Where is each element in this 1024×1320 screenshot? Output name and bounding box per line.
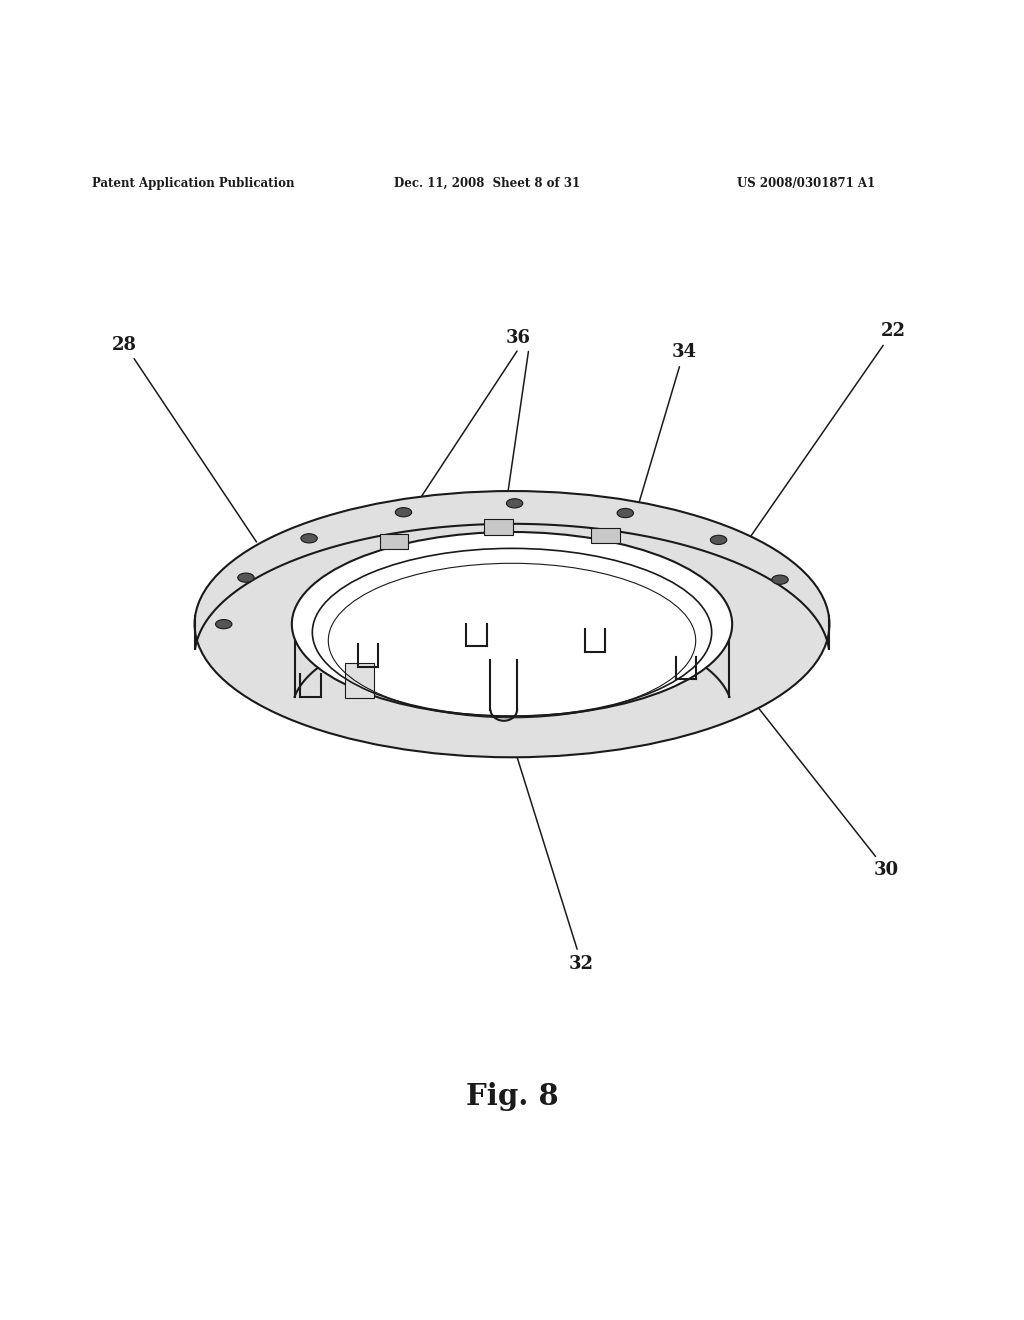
Ellipse shape [395, 508, 412, 517]
Ellipse shape [772, 576, 788, 585]
Text: US 2008/0301871 A1: US 2008/0301871 A1 [737, 177, 876, 190]
FancyBboxPatch shape [345, 663, 374, 698]
Text: 34: 34 [622, 343, 696, 556]
Ellipse shape [617, 508, 634, 517]
Text: Fig. 8: Fig. 8 [466, 1082, 558, 1111]
Text: 36: 36 [506, 330, 531, 347]
Ellipse shape [216, 619, 232, 628]
Ellipse shape [238, 573, 254, 582]
Ellipse shape [301, 533, 317, 543]
Bar [380, 533, 409, 549]
Text: Dec. 11, 2008  Sheet 8 of 31: Dec. 11, 2008 Sheet 8 of 31 [394, 177, 581, 190]
Bar [592, 528, 621, 544]
Ellipse shape [507, 499, 523, 508]
Bar [484, 519, 513, 535]
Text: 32: 32 [504, 719, 594, 973]
Text: 22: 22 [743, 322, 905, 548]
Text: 28: 28 [113, 335, 256, 543]
Ellipse shape [195, 491, 829, 758]
Ellipse shape [292, 532, 732, 717]
Text: 30: 30 [712, 648, 899, 879]
Ellipse shape [711, 536, 727, 544]
Text: Patent Application Publication: Patent Application Publication [92, 177, 295, 190]
